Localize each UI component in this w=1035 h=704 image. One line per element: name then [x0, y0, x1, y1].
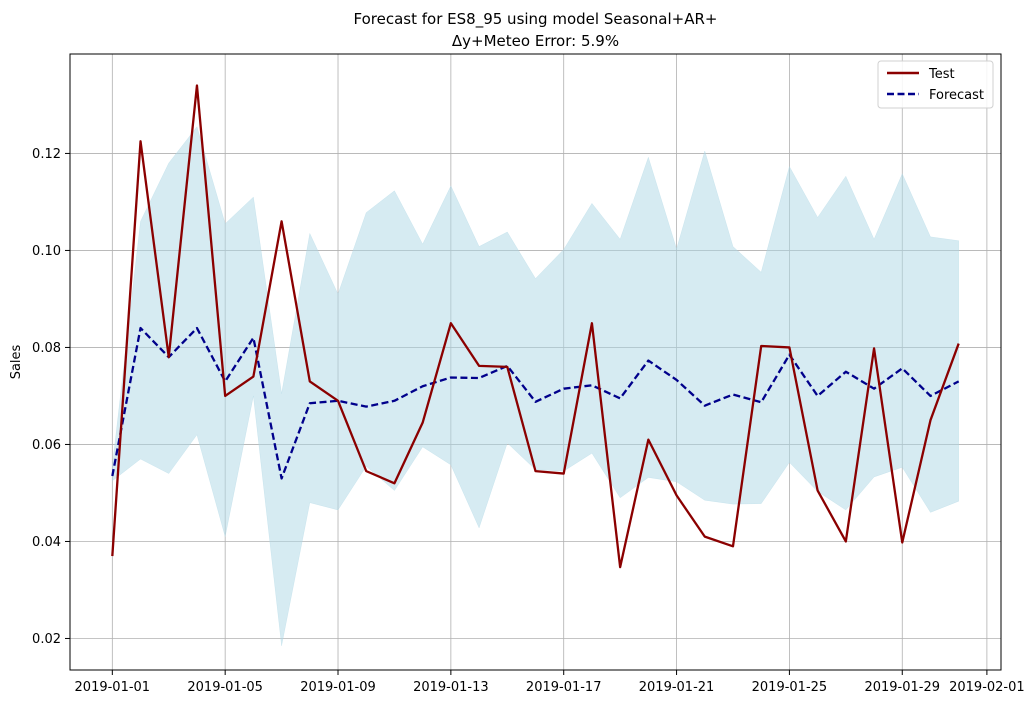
- y-tick-label: 0.12: [32, 147, 61, 162]
- x-tick-label: 2019-01-05: [187, 680, 263, 695]
- y-tick-label: 0.06: [32, 438, 61, 453]
- x-tick-label: 2019-01-01: [75, 680, 151, 695]
- y-tick-label: 0.02: [32, 632, 61, 647]
- legend: Test Forecast: [877, 60, 994, 109]
- y-tick-label: 0.04: [32, 535, 61, 550]
- series-lines: [111, 84, 960, 569]
- x-tick-label: 2019-01-29: [864, 680, 940, 695]
- y-tick-label: 0.08: [32, 341, 61, 356]
- chart-subtitle: Δy+Meteo Error: 5.9%: [452, 32, 619, 50]
- chart-title: Forecast for ES8_95 using model Seasonal…: [354, 10, 718, 29]
- series-line-test: [111, 84, 960, 569]
- x-tick-label: 2019-02-01: [949, 680, 1025, 695]
- y-tick-label: 0.10: [32, 244, 61, 259]
- series-line-forecast: [111, 326, 960, 480]
- plot-area-frame: [69, 53, 1002, 671]
- x-tick-label: 2019-01-17: [526, 680, 602, 695]
- legend-label-forecast: Forecast: [929, 88, 984, 103]
- legend-label-test: Test: [928, 67, 955, 82]
- axis-ticks: 2019-01-01 2019-01-05 2019-01-09 2019-01-13…: [32, 147, 1025, 695]
- x-tick-label: 2019-01-09: [300, 680, 376, 695]
- x-tick-label: 2019-01-13: [413, 680, 489, 695]
- x-tick-label: 2019-01-21: [639, 680, 715, 695]
- y-axis-label: Sales: [9, 344, 24, 379]
- x-tick-label: 2019-01-25: [752, 680, 828, 695]
